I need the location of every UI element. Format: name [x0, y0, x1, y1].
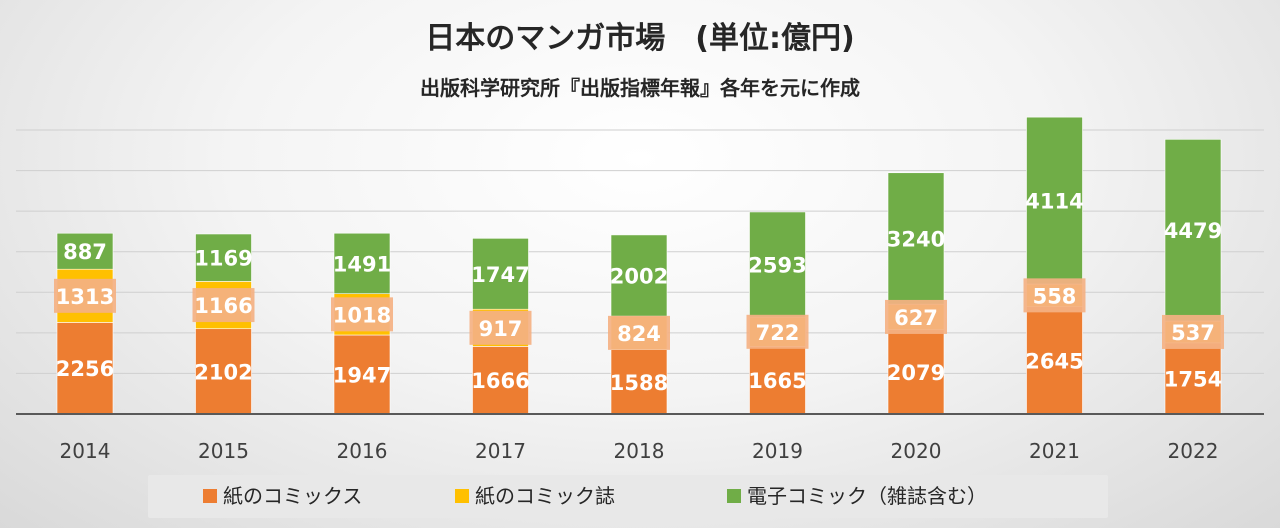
segment-digital-comics — [610, 234, 668, 317]
segment-paper-comics — [1164, 342, 1222, 415]
segment-digital-comics — [887, 172, 945, 305]
value-label-box — [746, 314, 809, 349]
value-label-paper-magazines: 917 — [479, 317, 523, 341]
legend-swatch — [455, 489, 469, 503]
segment-paper-comics — [472, 346, 529, 415]
segment-digital-comics — [749, 211, 806, 318]
value-label-paper-magazines: 1166 — [194, 294, 252, 318]
value-label-box — [608, 315, 670, 350]
value-label-paper-comics: 1588 — [610, 371, 668, 395]
value-label-paper-magazines: 558 — [1033, 284, 1077, 308]
x-tick-label: 2015 — [198, 439, 249, 463]
value-label-paper-comics: 2645 — [1025, 349, 1083, 373]
value-label-box — [54, 278, 116, 313]
x-tick-label: 2021 — [1029, 439, 1080, 463]
legend-item-digital-comics: 電子コミック（雑誌含む） — [727, 484, 987, 508]
segment-digital-comics — [56, 232, 114, 270]
legend-item-paper-comics: 紙のコミックス — [203, 484, 362, 508]
segment-paper-comics — [333, 334, 391, 415]
segment-paper-comics — [1026, 306, 1083, 415]
value-label-box — [469, 310, 532, 345]
segment-paper-comics — [749, 346, 806, 415]
value-label-digital-comics: 1169 — [194, 247, 252, 271]
value-label-paper-magazines: 722 — [756, 321, 800, 345]
value-label-paper-comics: 1666 — [471, 369, 529, 393]
value-label-digital-comics: 887 — [63, 240, 107, 264]
value-label-paper-comics: 1947 — [333, 364, 391, 388]
legend-swatch — [203, 489, 217, 503]
segment-digital-comics — [195, 233, 252, 282]
value-label-box — [885, 299, 947, 334]
x-tick-label: 2022 — [1168, 439, 1219, 463]
x-tick-label: 2019 — [752, 439, 803, 463]
chart-subtitle: 出版科学研究所『出版指標年報』各年を元に作成 — [420, 76, 860, 100]
value-label-paper-magazines: 537 — [1171, 321, 1215, 345]
segment-paper-comics — [610, 349, 668, 415]
value-label-box — [331, 297, 393, 332]
value-label-paper-comics: 2256 — [56, 357, 114, 381]
x-axis: 2014 2015 2016 2017 2018 2019 2020 2021 2022 — [16, 413, 1264, 463]
x-tick-label: 2020 — [891, 439, 942, 463]
legend-background — [148, 475, 1108, 518]
value-label-box — [192, 288, 255, 323]
value-labels: 2256 1313 887 2102 1166 1169 1947 1018 1491 1666 9… — [54, 190, 1224, 395]
x-tick-label: 2014 — [60, 439, 111, 463]
segment-digital-comics — [1164, 139, 1222, 322]
value-label-box — [1023, 278, 1086, 313]
value-label-paper-comics: 1754 — [1164, 367, 1222, 391]
x-tick-label: 2018 — [614, 439, 665, 463]
legend: 紙のコミックス 紙のコミック誌 電子コミック（雑誌含む） — [148, 475, 1108, 518]
segment-digital-comics — [333, 232, 391, 295]
value-label-digital-comics: 1747 — [471, 263, 529, 287]
value-label-digital-comics: 4479 — [1164, 219, 1222, 243]
value-label-paper-comics: 2102 — [194, 360, 252, 384]
value-label-digital-comics: 1491 — [333, 252, 391, 276]
legend-label: 紙のコミック誌 — [475, 484, 615, 508]
value-label-paper-magazines: 1313 — [56, 285, 114, 309]
value-label-paper-magazines: 824 — [617, 322, 661, 346]
segment-paper-comics — [195, 328, 252, 415]
legend-label: 電子コミック（雑誌含む） — [747, 484, 987, 508]
value-label-paper-magazines: 627 — [894, 306, 938, 330]
value-label-paper-comics: 2079 — [887, 361, 945, 385]
value-label-box — [1162, 314, 1224, 349]
legend-swatch — [727, 489, 741, 503]
value-label-digital-comics: 2593 — [748, 254, 806, 278]
value-label-digital-comics: 3240 — [887, 227, 945, 251]
chart-title: 日本のマンガ市場 (単位:億円) — [425, 21, 854, 56]
value-label-paper-magazines: 1018 — [333, 303, 391, 327]
x-tick-label: 2017 — [475, 439, 526, 463]
value-label-paper-comics: 1665 — [748, 369, 806, 393]
segment-paper-comics — [887, 329, 945, 415]
legend-item-paper-magazines: 紙のコミック誌 — [455, 484, 615, 508]
value-label-digital-comics: 2002 — [610, 265, 668, 289]
legend-label: 紙のコミックス — [223, 484, 362, 508]
x-tick-label: 2016 — [337, 439, 388, 463]
segment-digital-comics — [472, 238, 529, 310]
value-label-digital-comics: 4114 — [1025, 190, 1083, 214]
